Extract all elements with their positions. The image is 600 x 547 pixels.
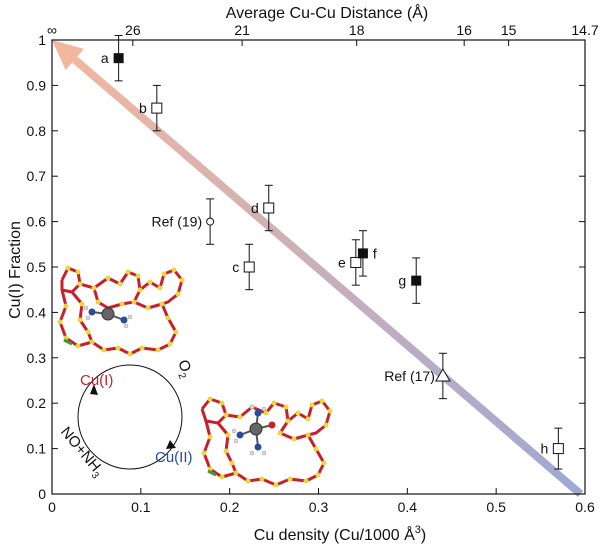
x-tick-label: 0.6 [575,499,595,515]
trend-arrow-shaft [72,56,584,498]
cycle-label-cu1: Cu(I) [80,372,113,389]
y-tick-label: 0.2 [27,395,47,411]
cycle-label-no-nh3: NO+NH3 [55,424,108,482]
top-tick-label: 26 [125,22,141,38]
data-point-marker [552,443,564,455]
cycle-label-o2-main: O [174,358,194,375]
redox-cycle: Cu(I) Cu(II) O2 NO+NH3 [55,358,196,482]
data-point-label: c [232,259,239,275]
data-point-label: d [251,200,259,216]
cycle-label-o2-sub: 2 [175,372,187,381]
x-tick-label: 0.2 [220,499,240,515]
data-point: h [541,427,564,470]
data-point: e [338,239,362,286]
cu1-complex [83,305,133,329]
trend-arrow-head [52,40,84,71]
y-tick-label: 0.6 [27,214,47,230]
x-axis-title-sup: 3 [415,524,421,536]
data-point: f [357,230,377,277]
data-point: d [251,184,275,232]
y-tick-label: 1 [38,32,46,48]
data-point: Ref (17) [384,352,451,400]
cycle-label-no-sub: 3 [89,470,101,482]
cycle-label-cu2: Cu(II) [155,449,193,466]
top-tick-label: 15 [501,22,517,38]
data-point: b [139,84,163,132]
plot-frame [51,39,586,495]
top-tick-label: 21 [234,22,250,38]
x-tick-label: 0.3 [309,499,329,515]
x-tick-label: 0.5 [486,499,506,515]
data-point-marker [263,202,275,214]
data-point-marker [243,261,255,273]
data-point-marker [357,248,368,259]
y-tick-label: 0.3 [27,350,47,366]
cycle-circle [77,364,183,470]
data-point: Ref (19) [152,198,215,245]
zeolite-cage-cu2-illustration [200,396,333,488]
top-tick-label: ∞ [47,22,57,38]
data-point-label: Ref (19) [152,214,203,230]
y-tick-label: 0 [38,486,46,502]
top-axis-title: Average Cu-Cu Distance (Å) [226,3,428,22]
top-tick-label: 18 [349,22,365,38]
trend-arrow [52,40,584,498]
x-axis-title-main: Cu density (Cu/1000 Å [254,525,415,544]
data-point: c [232,243,255,291]
cu2-complex [231,404,276,456]
data-point-marker [350,256,362,268]
y-tick-label: 0.7 [27,168,47,184]
top-tick-label: 16 [456,22,472,38]
data-point-marker [411,275,422,286]
data-point-label: Ref (17) [384,368,435,384]
ticks-layer: 0 0.1 0.2 0.3 0.4 0.5 0.6 0 0.1 0.2 0.3 0.4 0.5 0.6 0.… [27,22,599,515]
data-point-label: e [338,254,346,270]
x-axis-title: Cu density (Cu/1000 Å3) [254,524,426,544]
data-point-label: h [541,441,549,457]
data-point-marker [113,53,124,64]
cycle-arrow-head-bottom [166,440,176,449]
y-tick-label: 0.1 [27,441,47,457]
data-point-marker [206,217,215,226]
top-tick-label: 14.7 [571,22,598,38]
y-tick-label: 0.4 [27,304,47,320]
y-tick-label: 0.5 [27,259,47,275]
data-point: g [398,257,422,304]
points-layer: a b c d e f g h Ref (19) Ref (17) [101,34,564,470]
y-tick-label: 0.9 [27,77,47,93]
data-point: a [101,34,124,82]
x-tick-label: 0 [48,499,56,515]
data-point-marker [151,102,163,114]
cycle-arrow-head-top [90,384,98,395]
y-tick-label: 0.8 [27,123,47,139]
data-point-label: a [101,50,109,66]
x-tick-label: 0.1 [131,499,151,515]
x-axis-title-close: ) [421,527,426,544]
data-point-marker [434,367,451,382]
zeolite-cage-cu1-illustration [57,265,185,357]
data-point-label: f [373,245,377,261]
x-tick-label: 0.4 [398,499,418,515]
data-point-label: g [398,273,406,289]
cycle-label-o2: O2 [171,358,196,381]
data-point-label: b [139,100,147,116]
y-axis-title: Cu(I) Fraction [7,221,24,319]
